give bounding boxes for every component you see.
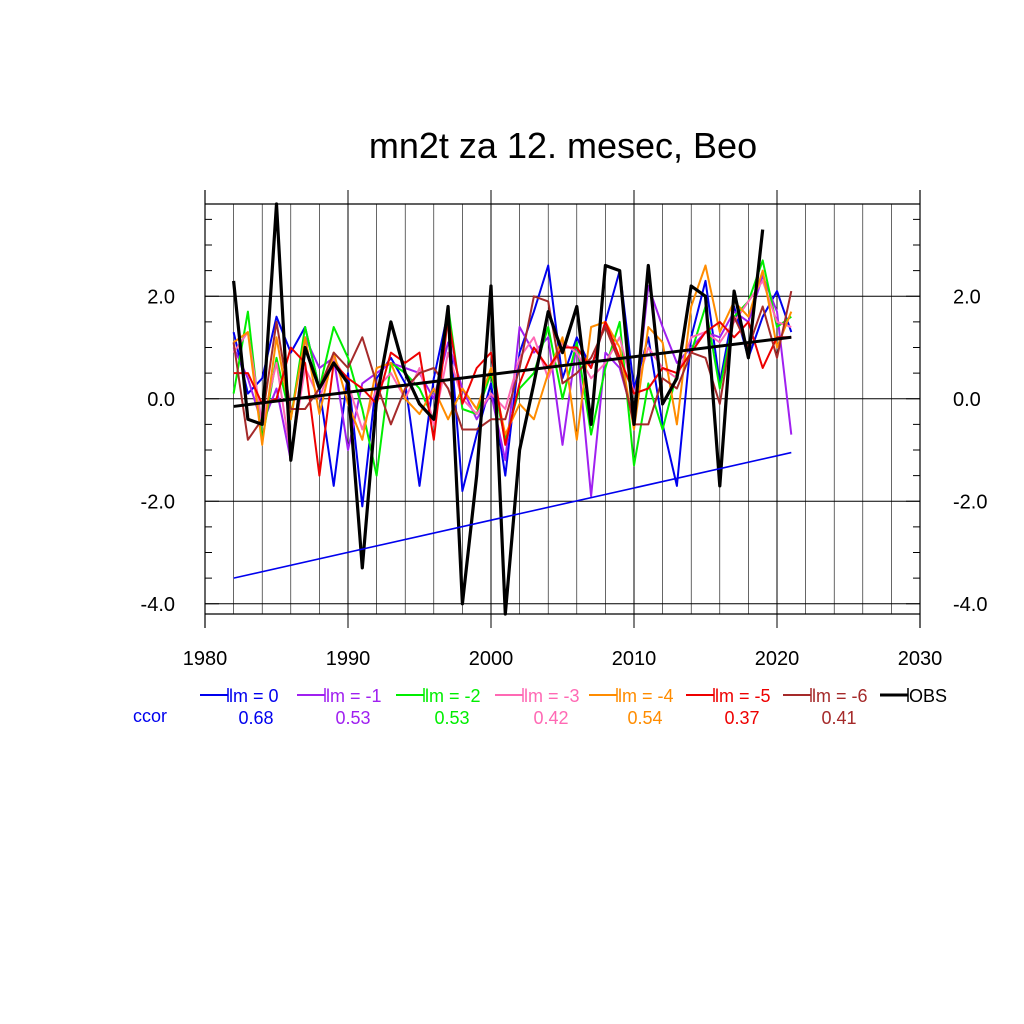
legend-label: lm = -4	[618, 686, 674, 706]
chart-title: mn2t za 12. mesec, Beo	[369, 125, 757, 166]
ccor-value: 0.37	[724, 708, 759, 728]
y-tick-label-right: 2.0	[953, 286, 981, 308]
grid	[205, 190, 920, 628]
series-line-lm-6	[232, 290, 793, 441]
x-tick-label: 2030	[898, 648, 943, 670]
legend-label: lm = -2	[425, 686, 481, 706]
ccor-value: 0.53	[434, 708, 469, 728]
trend-lines	[233, 335, 792, 579]
ccor-value: 0.42	[533, 708, 568, 728]
y-tick-label-right: -4.0	[953, 594, 987, 616]
y-tick-label-right: 0.0	[953, 389, 981, 411]
trend-line	[233, 451, 792, 579]
trend-line	[233, 335, 792, 408]
x-tick-label: 2000	[469, 648, 514, 670]
series-lines	[232, 202, 793, 616]
y-tick-label-left: 0.0	[147, 389, 175, 411]
legend-label: lm = -3	[524, 686, 580, 706]
legend-label: lm = -6	[812, 686, 868, 706]
series-line-lm-4	[233, 264, 793, 446]
legend-label: OBS	[909, 686, 947, 706]
x-tick-label: 1990	[326, 648, 371, 670]
legend-label: lm = -1	[326, 686, 382, 706]
legend-label: lm = 0	[229, 686, 279, 706]
ccor-value: 0.53	[335, 708, 370, 728]
ccor-label: ccor	[133, 706, 167, 726]
ccor-value: 0.41	[821, 708, 856, 728]
x-tick-label: 1980	[183, 648, 228, 670]
x-tick-label: 2010	[612, 648, 657, 670]
legend-label: lm = -5	[715, 686, 771, 706]
y-tick-label-left: -4.0	[141, 594, 175, 616]
ccor-value: 0.54	[627, 708, 662, 728]
y-tick-label-left: 2.0	[147, 286, 175, 308]
axes: 2.0 2.0 0.0 0.0 -2.0 -2.0 -4.0 -4.0 1980 1990 2000…	[141, 190, 987, 670]
x-tick-label: 2020	[755, 648, 800, 670]
y-tick-label-left: -2.0	[141, 491, 175, 513]
y-tick-label-right: -2.0	[953, 491, 987, 513]
series-line-obs	[232, 202, 765, 616]
series-line-lm-5	[233, 315, 792, 477]
ccor-value: 0.68	[238, 708, 273, 728]
